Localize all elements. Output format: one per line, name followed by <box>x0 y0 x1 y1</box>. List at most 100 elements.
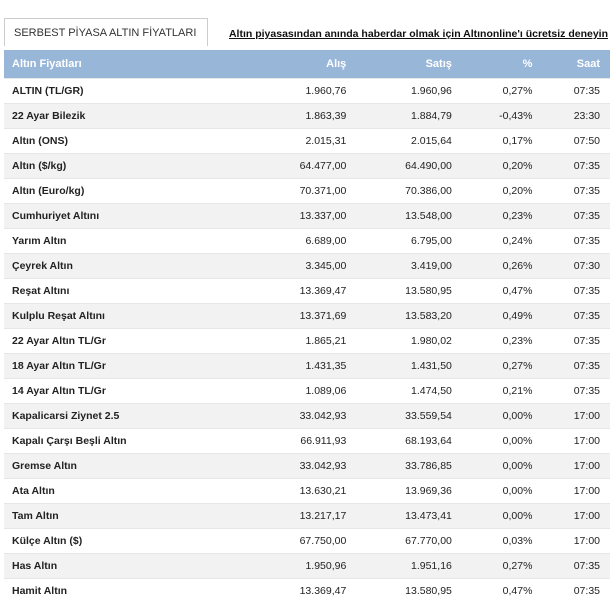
cell: 0,24% <box>461 228 543 254</box>
cell: 0,00% <box>461 403 543 429</box>
cell: 07:50 <box>542 128 610 154</box>
cell: 0,23% <box>461 328 543 354</box>
cell: 13.371,69 <box>250 303 357 329</box>
tab[interactable]: SERBEST PİYASA ALTIN FİYATLARI <box>4 18 208 46</box>
cell: 1.089,06 <box>250 378 357 404</box>
cell: 64.477,00 <box>250 153 357 179</box>
cell: 07:35 <box>542 203 610 229</box>
cell: 33.559,54 <box>356 403 462 429</box>
price-table: Altın Fiyatları Alış Satış% Saat ALTIN (TL/… <box>4 50 610 603</box>
row: Gremse Altın 33.042,93 33.786,85 0,00% 17:00 <box>4 453 610 479</box>
cell: 17:00 <box>542 428 610 454</box>
gold-name: Hamit Altın <box>4 578 251 603</box>
cell: 07:35 <box>542 278 610 304</box>
gold-name: 18 Ayar Altın TL/Gr <box>4 353 251 379</box>
column-header: % <box>461 50 543 79</box>
cell: 17:00 <box>542 503 610 529</box>
row: Kapalicarsi Ziynet 2.5 33.042,93 33.559,54… <box>4 403 610 429</box>
cell: 13.630,21 <box>250 478 357 504</box>
row: Reşat Altını 13.369,47 13.580,95 0,47% 07:35 <box>4 278 610 304</box>
cell: 0,20% <box>461 178 543 204</box>
gold-name: Kapalicarsi Ziynet 2.5 <box>4 403 251 429</box>
cell: 23:30 <box>542 103 610 129</box>
cell: 17:00 <box>542 478 610 504</box>
cell: 17:00 <box>542 453 610 479</box>
cell: 66.911,93 <box>250 428 357 454</box>
cell: 1.863,39 <box>250 103 357 129</box>
cell: 68.193,64 <box>356 428 462 454</box>
column-header: Altın Fiyatları <box>4 50 251 79</box>
cell: 0,23% <box>461 203 543 229</box>
cell: 17:00 <box>542 528 610 554</box>
cell: 13.337,00 <box>250 203 357 229</box>
cell: 07:35 <box>542 228 610 254</box>
cell: 1.951,16 <box>356 553 462 579</box>
gold-name: Kulplu Reşat Altını <box>4 303 251 329</box>
cell: 3.345,00 <box>250 253 357 279</box>
gold-name: Gremse Altın <box>4 453 251 479</box>
cell: 07:35 <box>542 353 610 379</box>
gold-name: Yarım Altın <box>4 228 251 254</box>
cell: 13.369,47 <box>250 278 357 304</box>
row: Kulplu Reşat Altını 13.371,69 13.583,20 0,4… <box>4 303 610 329</box>
row: Altın ($/kg) 64.477,00 64.490,00 0,20% 07:35 <box>4 153 610 179</box>
cell: 33.786,85 <box>356 453 462 479</box>
cell: 0,27% <box>461 78 543 104</box>
cell: 13.369,47 <box>250 578 357 603</box>
cell: 67.770,00 <box>356 528 462 554</box>
cell: 07:35 <box>542 378 610 404</box>
gold-name: Altın ($/kg) <box>4 153 251 179</box>
cell: 13.548,00 <box>356 203 462 229</box>
row: Altın (Euro/kg) 70.371,00 70.386,00 0,20% 07… <box>4 178 610 204</box>
gold-name: Altın (ONS) <box>4 128 251 154</box>
cell: 0,03% <box>461 528 543 554</box>
cell: 07:35 <box>542 178 610 204</box>
gold-name: ALTIN (TL/GR) <box>4 78 251 104</box>
cell: 6.795,00 <box>356 228 462 254</box>
row: Cumhuriyet Altını 13.337,00 13.548,00 0,23%… <box>4 203 610 229</box>
cell: 1.950,96 <box>250 553 357 579</box>
cell: 1.865,21 <box>250 328 357 354</box>
cell: 07:35 <box>542 328 610 354</box>
table-body: ALTIN (TL/GR) 1.960,76 1.960,96 0,27% 07:35 2… <box>4 78 610 603</box>
cell: 13.580,95 <box>356 278 462 304</box>
cell: 13.969,36 <box>356 478 462 504</box>
cell: 0,00% <box>461 503 543 529</box>
gold-name: Cumhuriyet Altını <box>4 203 251 229</box>
cell: 0,26% <box>461 253 543 279</box>
row: Kapalı Çarşı Beşli Altın 66.911,93 68.193,… <box>4 428 610 454</box>
cell: 1.960,76 <box>250 78 357 104</box>
cell: 17:00 <box>542 403 610 429</box>
header-row: Altın Fiyatları Alış Satış% Saat <box>4 50 610 79</box>
row: ALTIN (TL/GR) 1.960,76 1.960,96 0,27% 07:35 <box>4 78 610 104</box>
cell: 3.419,00 <box>356 253 462 279</box>
promo-link[interactable]: Altın piyasasından anında haberdar olmak… <box>228 28 608 40</box>
cell: 0,27% <box>461 353 543 379</box>
cell: 1.431,50 <box>356 353 462 379</box>
row: Çeyrek Altın 3.345,00 3.419,00 0,26% 07:30 <box>4 253 610 279</box>
gold-name: 14 Ayar Altın TL/Gr <box>4 378 251 404</box>
cell: 33.042,93 <box>250 453 357 479</box>
cell: 0,17% <box>461 128 543 154</box>
cell: 13.583,20 <box>356 303 462 329</box>
gold-name: Altın (Euro/kg) <box>4 178 251 204</box>
cell: 70.386,00 <box>356 178 462 204</box>
cell: 0,49% <box>461 303 543 329</box>
gold-name: Kapalı Çarşı Beşli Altın <box>4 428 251 454</box>
cell: 1.431,35 <box>250 353 357 379</box>
cell: 13.580,95 <box>356 578 462 603</box>
gold-name: Külçe Altın ($) <box>4 528 251 554</box>
cell: 6.689,00 <box>250 228 357 254</box>
row: Altın (ONS) 2.015,31 2.015,64 0,17% 07:50 <box>4 128 610 154</box>
column-header: Alış <box>250 50 357 79</box>
cell: 0,20% <box>461 153 543 179</box>
row: Yarım Altın 6.689,00 6.795,00 0,24% 07:35 <box>4 228 610 254</box>
row: Tam Altın 13.217,17 13.473,41 0,00% 17:00 <box>4 503 610 529</box>
cell: 07:35 <box>542 153 610 179</box>
row: Hamit Altın 13.369,47 13.580,95 0,47% 07:35 <box>4 578 610 603</box>
cell: 67.750,00 <box>250 528 357 554</box>
column-header: Satış <box>356 50 462 79</box>
cell: 1.980,02 <box>356 328 462 354</box>
column-header: Saat <box>542 50 610 79</box>
cell: 2.015,64 <box>356 128 462 154</box>
